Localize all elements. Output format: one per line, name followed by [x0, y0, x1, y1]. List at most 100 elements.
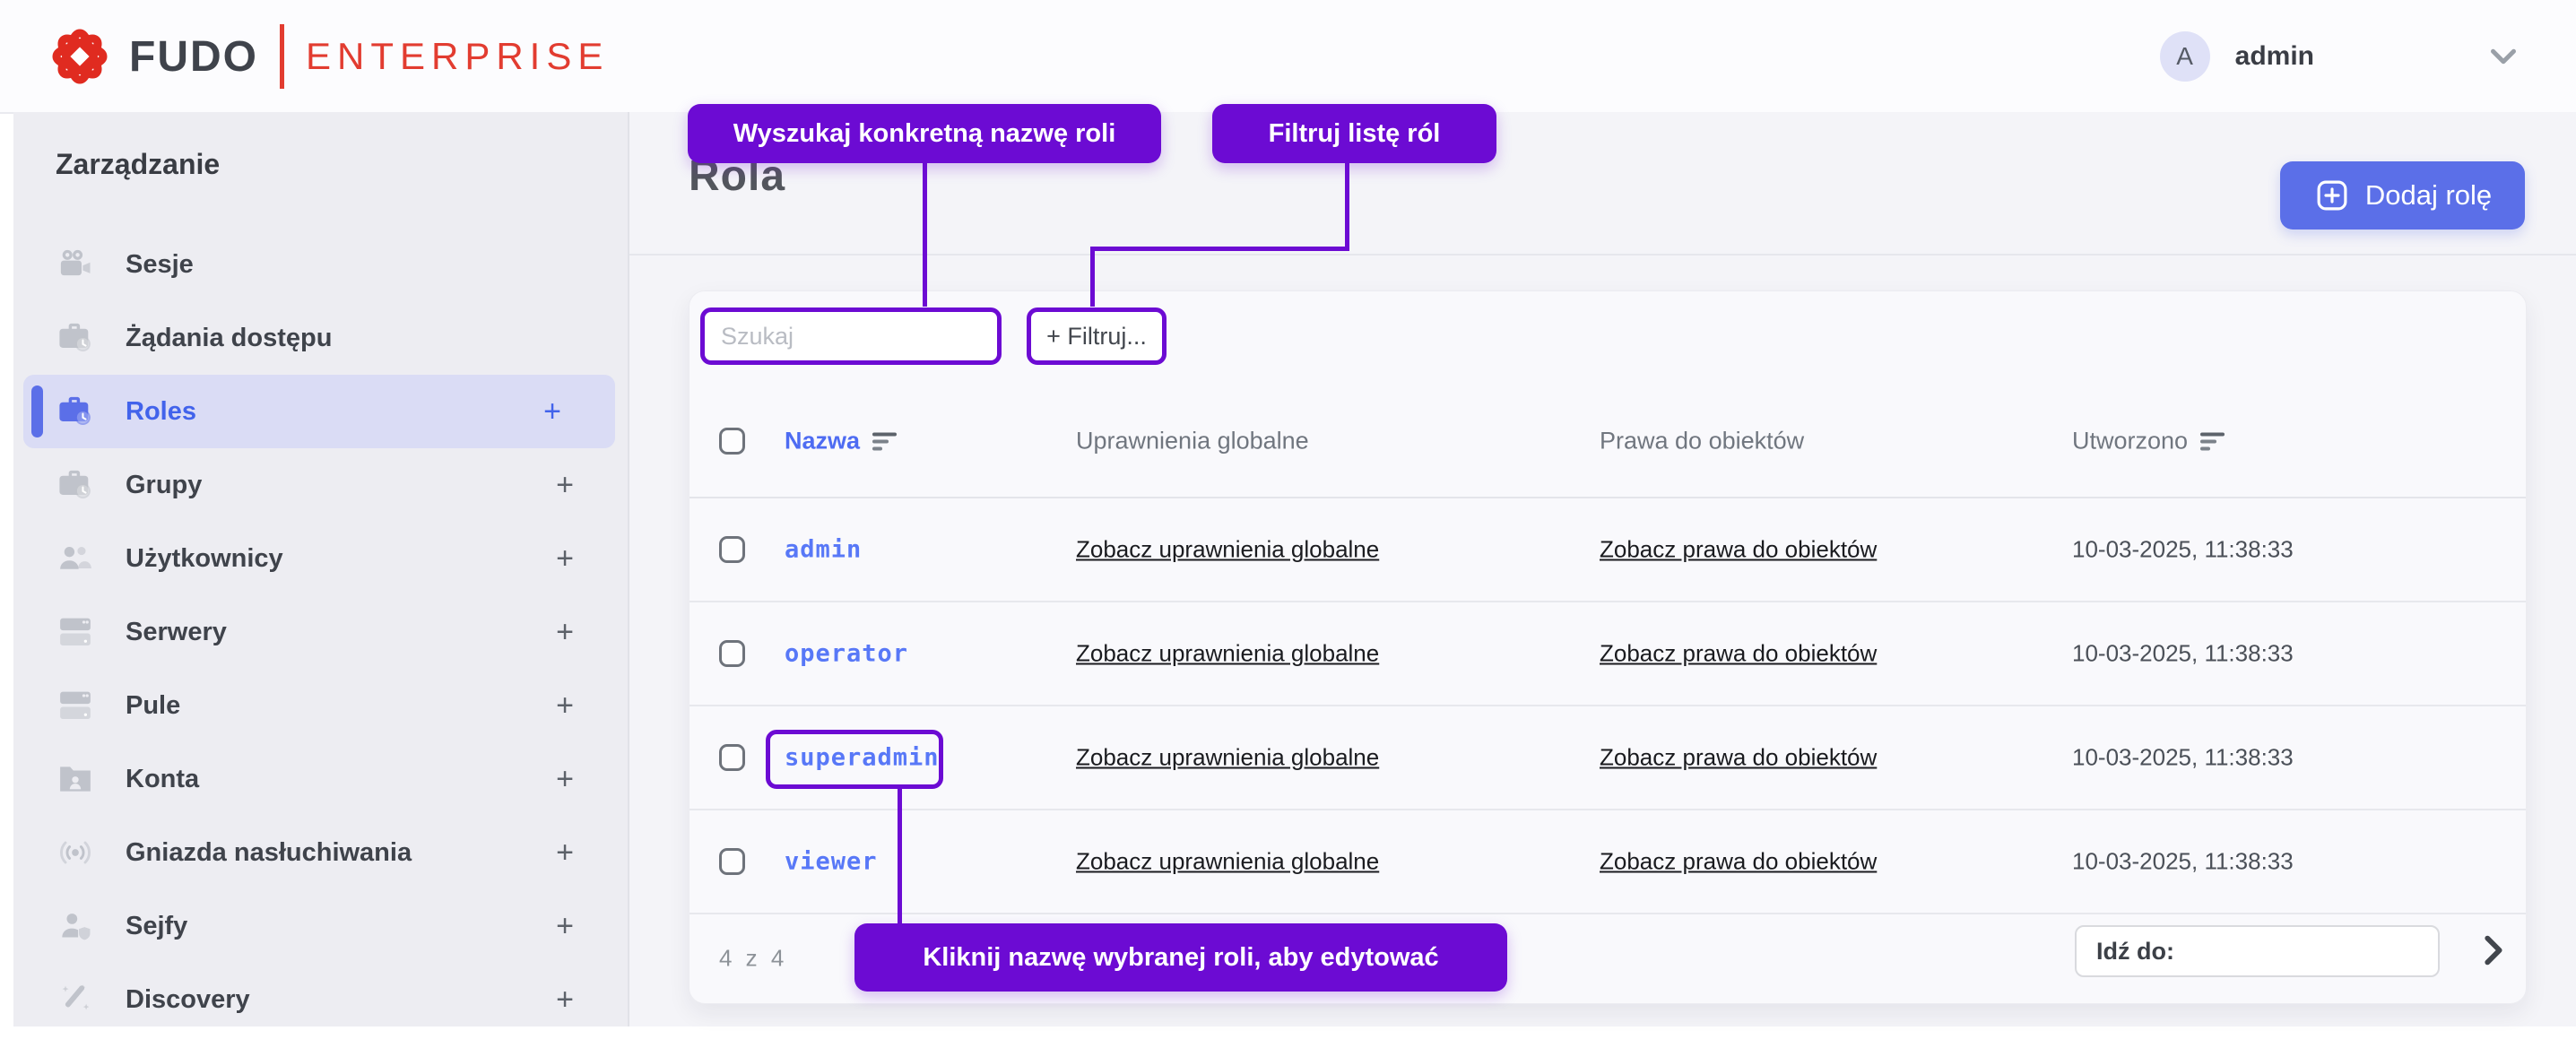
broadcast-icon: [56, 833, 95, 872]
row-checkbox[interactable]: [719, 640, 745, 667]
role-name-link-admin[interactable]: admin: [785, 535, 863, 564]
user-menu[interactable]: A admin: [2159, 0, 2524, 112]
add-role-label: Dodaj rolę: [2364, 179, 2493, 211]
servers-icon: [56, 612, 95, 652]
fudo-knot-icon: [52, 29, 108, 84]
brand-edition: ENTERPRISE: [305, 35, 610, 77]
created-date: 10-03-2025, 11:38:33: [2072, 639, 2294, 667]
superadmin-highlight-box: [766, 730, 943, 789]
table-footer: 4 z 4 Idź do:: [690, 914, 2526, 1002]
sidebar-item-grupy[interactable]: Grupy +: [13, 448, 628, 522]
username: admin: [2234, 40, 2314, 71]
filter-tip-connector-v2: [1090, 251, 1095, 307]
expand-plus-icon[interactable]: +: [556, 835, 574, 870]
top-bar: FUDO ENTERPRISE A admin: [0, 0, 2576, 114]
search-tip-connector: [923, 163, 927, 307]
sidebar-nav: Sesje Żądania dostępu Roles + Grupy + Uż…: [13, 228, 628, 1036]
user-shield-icon: [56, 906, 95, 946]
row-count: 4 z 4: [719, 944, 788, 972]
object-rights-link[interactable]: Zobacz prawa do obiektów: [1600, 535, 1878, 563]
global-permissions-link[interactable]: Zobacz uprawnienia globalne: [1076, 639, 1380, 667]
sidebar-item-pule[interactable]: Pule +: [13, 669, 628, 742]
created-date: 10-03-2025, 11:38:33: [2072, 847, 2294, 875]
expand-plus-icon[interactable]: +: [556, 541, 574, 576]
sort-icon[interactable]: [2200, 432, 2225, 450]
sidebar-item-roles[interactable]: Roles +: [23, 375, 615, 448]
table-row: admin Zobacz uprawnienia globalne Zobacz…: [690, 498, 2526, 602]
column-header-global-permissions: Uprawnienia globalne: [1076, 427, 1309, 455]
users-icon: [56, 539, 95, 578]
briefcase-clock-icon: [56, 465, 95, 505]
role-name-link-superadmin[interactable]: superadmin: [785, 743, 940, 772]
expand-plus-icon[interactable]: +: [543, 394, 561, 429]
goto-label: Idź do:: [2096, 937, 2174, 965]
global-permissions-link[interactable]: Zobacz uprawnienia globalne: [1076, 535, 1380, 563]
servers-icon: [56, 686, 95, 725]
goto-page-input[interactable]: Idź do:: [2075, 925, 2440, 977]
folder-user-icon: [56, 759, 95, 799]
table-row: viewer Zobacz uprawnienia globalne Zobac…: [690, 810, 2526, 914]
filter-tip-connector-v1: [1345, 163, 1349, 251]
magic-wand-icon: [56, 980, 95, 1019]
row-checkbox[interactable]: [719, 744, 745, 771]
sidebar-item--dania-dost-pu[interactable]: Żądania dostępu: [13, 301, 628, 375]
table-row: superadmin Zobacz uprawnienia globalne Z…: [690, 706, 2526, 810]
edit-tip-callout: Kliknij nazwę wybranej roli, aby edytowa…: [854, 923, 1507, 992]
row-checkbox[interactable]: [719, 848, 745, 875]
object-rights-link[interactable]: Zobacz prawa do obiektów: [1600, 847, 1878, 875]
brand-logo: FUDO ENTERPRISE: [47, 23, 609, 90]
sidebar-item-gniazda-nas-uchiwania[interactable]: Gniazda nasłuchiwania +: [13, 816, 628, 889]
plus-square-icon: [2317, 180, 2347, 211]
filter-tip-connector-h: [1090, 247, 1349, 251]
sidebar-heading: Zarządzanie: [56, 148, 221, 180]
expand-plus-icon[interactable]: +: [556, 908, 574, 943]
briefcase-clock-icon: [56, 318, 95, 358]
role-name-link-operator[interactable]: operator: [785, 639, 909, 668]
sort-icon[interactable]: [872, 432, 898, 450]
video-camera-icon: [56, 245, 95, 284]
expand-plus-icon[interactable]: +: [556, 688, 574, 723]
created-date: 10-03-2025, 11:38:33: [2072, 743, 2294, 771]
add-role-button[interactable]: Dodaj rolę: [2280, 161, 2525, 230]
global-permissions-link[interactable]: Zobacz uprawnienia globalne: [1076, 743, 1380, 771]
chevron-down-icon[interactable]: [2483, 36, 2524, 77]
brand-name: FUDO: [129, 32, 258, 81]
role-name-link-viewer[interactable]: viewer: [785, 847, 878, 876]
sidebar-item-sesje[interactable]: Sesje: [13, 228, 628, 301]
main-content: Rola Dodaj rolę + Filtruj... Nazwa Upraw…: [629, 112, 2576, 1026]
sidebar-item-sejfy[interactable]: Sejfy +: [13, 889, 628, 963]
object-rights-link[interactable]: Zobacz prawa do obiektów: [1600, 639, 1878, 667]
next-page-button[interactable]: [2469, 922, 2516, 979]
select-all-checkbox[interactable]: [719, 428, 745, 455]
row-checkbox[interactable]: [719, 536, 745, 563]
expand-plus-icon[interactable]: +: [556, 982, 574, 1017]
expand-plus-icon[interactable]: +: [556, 467, 574, 502]
roles-table-card: + Filtruj... Nazwa Uprawnienia globalne …: [689, 290, 2527, 1004]
column-header-created[interactable]: Utworzono: [2072, 428, 2225, 455]
search-tip-callout: Wyszukaj konkretną nazwę roli: [688, 104, 1161, 163]
created-date: 10-03-2025, 11:38:33: [2072, 535, 2294, 563]
search-box-annotated: [700, 307, 1002, 365]
brand-divider: [279, 24, 284, 89]
global-permissions-link[interactable]: Zobacz uprawnienia globalne: [1076, 847, 1380, 875]
filter-button[interactable]: + Filtruj...: [1027, 307, 1167, 365]
expand-plus-icon[interactable]: +: [556, 614, 574, 649]
sidebar-item-konta[interactable]: Konta +: [13, 742, 628, 816]
edit-tip-connector: [898, 789, 902, 923]
avatar[interactable]: A: [2159, 30, 2210, 82]
object-rights-link[interactable]: Zobacz prawa do obiektów: [1600, 743, 1878, 771]
sidebar: Zarządzanie Sesje Żądania dostępu Roles …: [13, 112, 629, 1026]
column-header-object-rights: Prawa do obiektów: [1600, 427, 1805, 455]
header-separator: [629, 254, 2576, 256]
sidebar-item-discovery[interactable]: Discovery +: [13, 963, 628, 1036]
sidebar-item-serwery[interactable]: Serwery +: [13, 595, 628, 669]
table-row: operator Zobacz uprawnienia globalne Zob…: [690, 602, 2526, 706]
expand-plus-icon[interactable]: +: [556, 761, 574, 796]
column-header-name[interactable]: Nazwa: [785, 428, 898, 455]
sidebar-item-u-ytkownicy[interactable]: Użytkownicy +: [13, 522, 628, 595]
search-input[interactable]: [719, 321, 983, 351]
chevron-right-icon: [2485, 935, 2502, 966]
briefcase-clock-icon: [56, 392, 95, 431]
filter-tip-callout: Filtruj listę ról: [1212, 104, 1496, 163]
